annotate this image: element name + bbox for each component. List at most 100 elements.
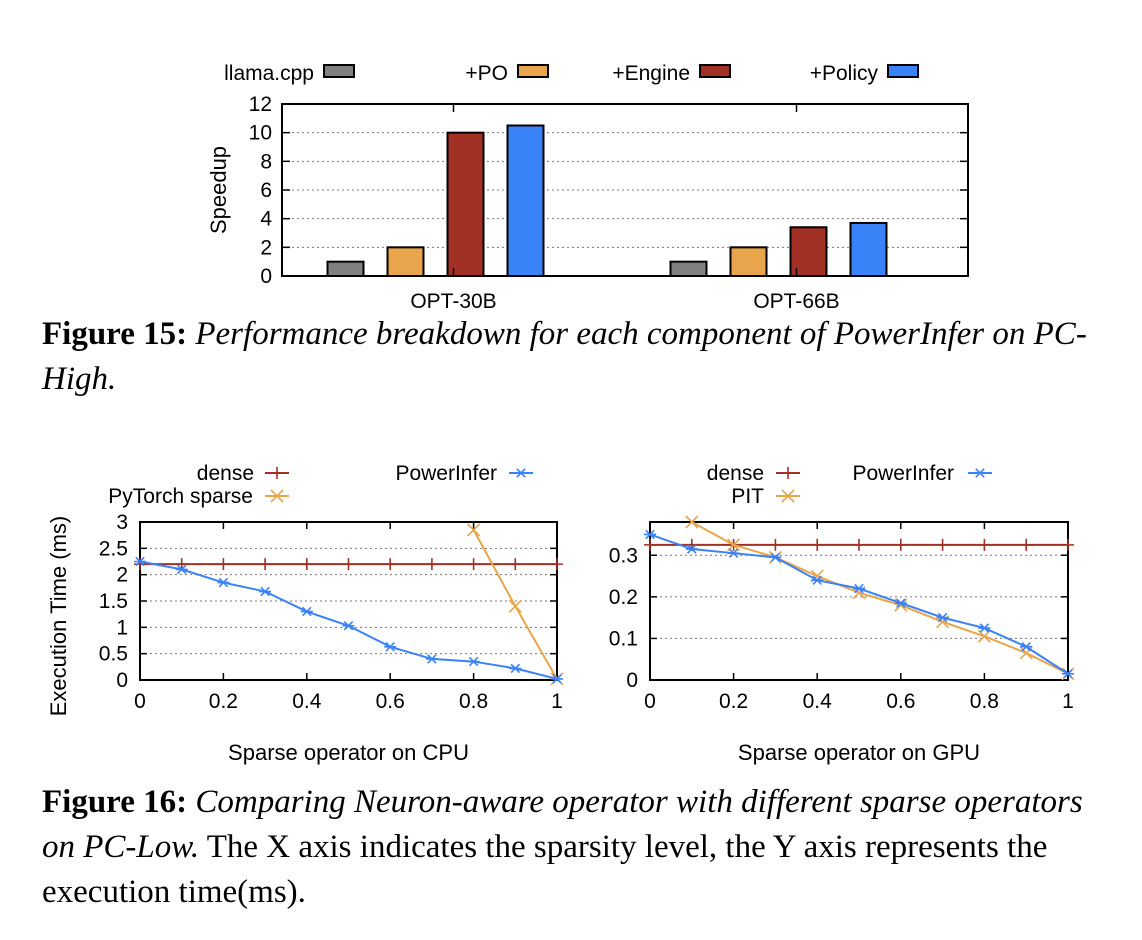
f16-y-tick-label: 0.5 — [99, 643, 128, 666]
f16-point-dense — [425, 558, 438, 571]
f16-point-dense — [467, 558, 480, 571]
f16-legend-marker-dense — [271, 467, 283, 479]
f16-x-tick-label: 0.4 — [292, 690, 322, 713]
f16-legend-label-dense: dense — [197, 462, 254, 485]
f16-legend-marker-pytorch-sparse — [270, 489, 284, 503]
f15-legend-label-engine: +Engine — [612, 62, 690, 85]
f16-legend-label-powerinfer: PowerInfer — [852, 462, 954, 485]
f16-point-dense — [509, 558, 522, 571]
f15-x-tick-label-opt-66b: OPT-66B — [753, 290, 839, 312]
f16-x-tick-label: 0.4 — [803, 690, 833, 713]
f16-point-dense — [894, 538, 907, 551]
f16-point-powerinfer — [853, 583, 865, 594]
f15-legend-label-llama-cpp: llama.cpp — [224, 62, 314, 85]
f16-y-tick-label: 0.1 — [609, 627, 638, 650]
f15-bar-policy-opt-30b — [506, 124, 545, 277]
f15-legend-swatch-policy — [887, 64, 919, 78]
figure-16-caption-rest: The X axis indicates the sparsity level,… — [42, 829, 1048, 910]
f16-point-dense — [175, 558, 188, 571]
f16-point-dense — [936, 538, 949, 551]
f16-x-axis-label: Sparse operator on GPU — [738, 740, 980, 765]
f16-point-dense — [217, 558, 230, 571]
f16-point-powerinfer — [644, 529, 656, 540]
f15-plot-frame — [281, 103, 969, 277]
f16-plot-frame — [139, 521, 558, 681]
f16-x-tick-label: 1 — [1062, 690, 1074, 713]
f15-legend-swatch-po — [517, 64, 549, 78]
f16-y-tick-label: 0.3 — [609, 544, 638, 567]
f16-point-powerinfer — [342, 620, 355, 631]
f15-bar-engine-opt-30b — [446, 131, 485, 277]
f16-point-dense — [1020, 538, 1033, 551]
f16-legend-label-pit: PIT — [731, 485, 764, 508]
f16-point-powerinfer — [727, 548, 740, 558]
f15-bar-llama-cpp-opt-66b — [669, 260, 708, 277]
f16-point-powerinfer — [175, 564, 188, 575]
f15-bar-policy-opt-66b — [849, 221, 888, 277]
f15-legend-label-po: +PO — [465, 62, 508, 85]
f16-y-tick-label: 0 — [116, 669, 128, 692]
f16-line-powerinfer — [139, 560, 558, 680]
f16-point-dense — [300, 558, 313, 571]
f16-point-dense — [978, 538, 991, 551]
f15-bars — [326, 124, 888, 277]
f16-x-tick-label: 1 — [551, 690, 563, 713]
f15-y-tick-label: 6 — [260, 179, 272, 202]
f15-bar-po-opt-30b — [386, 246, 425, 277]
figure-15-caption-text: Performance breakdown for each component… — [42, 316, 1087, 397]
f16-y-tick-label: 1 — [116, 616, 128, 639]
f15-legend: llama.cpp +PO +Engine +Policy — [224, 62, 919, 85]
f16-x-tick-label: 0.6 — [886, 690, 915, 713]
f16-point-powerinfer — [769, 552, 782, 563]
figure-15-caption: Figure 15: Performance breakdown for eac… — [42, 312, 1112, 402]
f16-x-tick-label: 0 — [134, 690, 146, 713]
f16-point-dense — [769, 538, 782, 551]
f16-point-dense — [134, 558, 146, 571]
figure-16-caption: Figure 16: Comparing Neuron-aware operat… — [42, 780, 1112, 915]
f15-legend-label-policy: +Policy — [810, 62, 879, 85]
f15-legend-swatch-llama-cpp — [323, 64, 355, 78]
f16-x-tick-label: 0.2 — [719, 690, 748, 713]
f16-point-powerinfer — [425, 654, 438, 664]
f15-y-tick-label: 4 — [260, 208, 272, 231]
f15-y-tick-label: 0 — [260, 265, 272, 288]
f16-point-powerinfer — [134, 556, 146, 567]
f16-point-powerinfer — [467, 656, 480, 667]
f16-x-tick-label: 0.6 — [376, 690, 405, 713]
f16-legend-marker-powerinfer — [515, 468, 527, 478]
f15-y-axis-label: Speedup — [206, 146, 231, 234]
f15-y-tick-label: 2 — [260, 236, 272, 259]
f16-legend-label-dense: dense — [707, 462, 764, 485]
f15-x-tick-label-opt-30b: OPT-30B — [410, 290, 496, 312]
figure-15-label: Figure 15: — [42, 316, 188, 352]
f15-y-tick-label: 10 — [249, 122, 272, 145]
f16-y-tick-label: 3 — [116, 511, 128, 534]
f16-point-dense — [551, 558, 563, 571]
f16-point-powerinfer — [1062, 668, 1074, 679]
f16-point-dense — [342, 558, 355, 571]
figure-16-label: Figure 16: — [42, 784, 188, 820]
figure-16-line-charts: Execution Time (ms) 0 0.5 1 1.5 2 2.5 3 0 0.2 0.4… — [46, 462, 1075, 765]
f16-point-dense — [811, 538, 824, 551]
figure-16-caption-italic: Comparing Neuron-aware operator with dif… — [42, 784, 1083, 865]
f16-point-powerinfer — [300, 606, 313, 617]
f15-bar-po-opt-66b — [729, 246, 768, 277]
f16-point-dense — [853, 538, 865, 551]
f16-y-tick-label: 0 — [626, 669, 638, 692]
f16-y-tick-label: 1.5 — [99, 590, 128, 613]
f16-legend-label-powerinfer: PowerInfer — [395, 462, 497, 485]
f16-legend-marker-dense — [782, 467, 794, 479]
f15-bar-engine-opt-66b — [789, 226, 828, 277]
f16-point-powerinfer — [936, 612, 949, 623]
f15-y-tick-label: 12 — [249, 93, 272, 116]
f16-point-dense — [384, 558, 397, 571]
f16-plot-frame — [649, 521, 1069, 681]
f16-legend-marker-powerinfer — [974, 468, 986, 478]
f15-bar-llama-cpp-opt-30b — [326, 260, 365, 277]
f15-legend-swatch-engine — [699, 64, 731, 78]
f16-point-powerinfer — [685, 544, 698, 554]
f16-y-axis-label: Execution Time (ms) — [46, 516, 71, 717]
f16-line-pit — [691, 521, 1069, 675]
f16-y-tick-label: 2 — [116, 564, 128, 587]
f16-point-powerinfer — [811, 575, 824, 585]
